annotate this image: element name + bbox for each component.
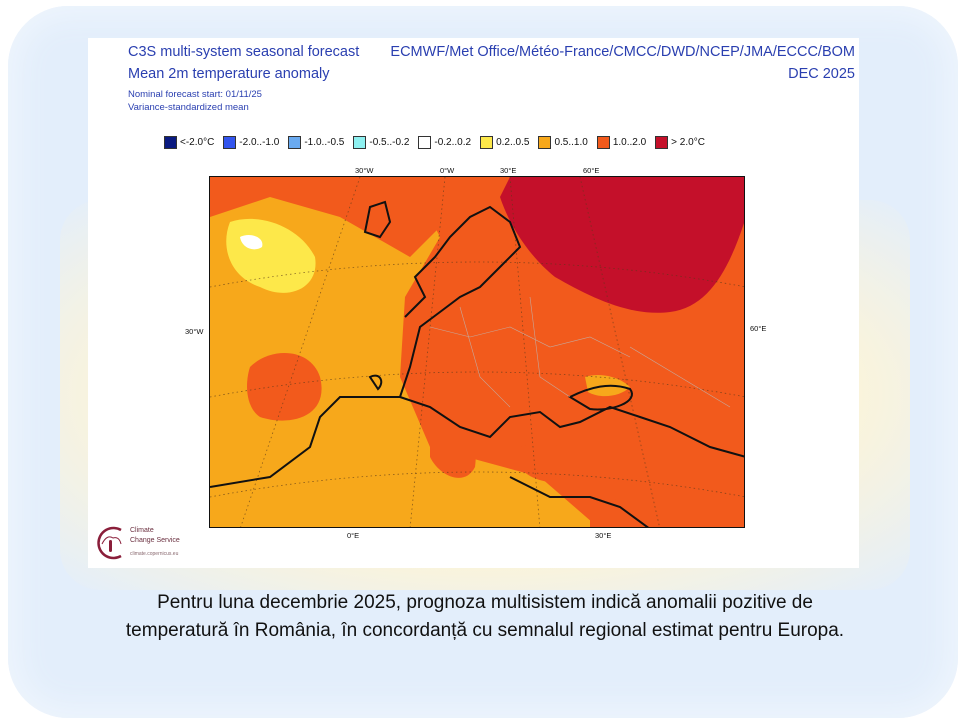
legend-label: -0.5..-0.2 xyxy=(369,137,410,148)
anomaly-neutral-region xyxy=(240,235,263,250)
logo-line2: Change Service xyxy=(130,537,180,544)
caption-line-2: temperatură în România, în concordanță c… xyxy=(125,620,845,641)
legend-label: <-2.0°C xyxy=(180,137,215,148)
method-note: Variance-standardized mean xyxy=(128,102,249,113)
legend-label: -0.2..0.2 xyxy=(434,137,472,148)
legend-swatch xyxy=(480,136,494,149)
chart-title: C3S multi-system seasonal forecast xyxy=(128,44,360,60)
lon-label: 60°E xyxy=(583,166,600,175)
anomaly-above-2-region xyxy=(500,177,744,313)
legend-label: 0.5..1.0 xyxy=(554,137,588,148)
lat-label-right: 60°E xyxy=(750,324,767,333)
logo-line1: Climate xyxy=(130,527,154,534)
copernicus-c3s-logo: Climate Change Service climate.copernicu… xyxy=(93,522,233,564)
lon-label: 30°W xyxy=(355,166,374,175)
legend-item: -2.0..-1.0 xyxy=(223,136,279,149)
lon-label: 0°W xyxy=(440,166,455,175)
logo-url: climate.copernicus.eu xyxy=(130,551,179,557)
anomaly-1-2-region xyxy=(247,353,322,421)
legend-item: -1.0..-0.5 xyxy=(288,136,344,149)
legend-swatch xyxy=(596,136,610,149)
legend-label: > 2.0°C xyxy=(671,137,705,148)
legend: <-2.0°C -2.0..-1.0 -1.0..-0.5 -0.5..-0.2 -0.… xyxy=(164,136,705,149)
caption-line-1: Pentru luna decembrie 2025, prognoza mul… xyxy=(157,592,813,613)
legend-swatch xyxy=(164,136,177,149)
legend-label: 1.0..2.0 xyxy=(612,137,647,148)
legend-item: 1.0..2.0 xyxy=(596,136,647,149)
legend-swatch xyxy=(223,136,237,149)
legend-label: 0.2..0.5 xyxy=(496,137,530,148)
legend-swatch xyxy=(655,136,669,149)
forecast-period: DEC 2025 xyxy=(788,66,855,82)
centres-list: ECMWF/Met Office/Météo-France/CMCC/DWD/N… xyxy=(390,44,855,60)
lon-label: 30°E xyxy=(595,531,612,540)
legend-label: -1.0..-0.5 xyxy=(304,137,345,148)
anomaly-1-2-region xyxy=(430,414,476,478)
legend-swatch xyxy=(418,136,432,149)
lon-label: 0°E xyxy=(347,531,360,540)
lon-label: 30°E xyxy=(500,166,517,175)
legend-item: -0.5..-0.2 xyxy=(353,136,409,149)
temperature-anomaly-map xyxy=(209,176,745,528)
anomaly-1-2-region xyxy=(520,443,576,483)
anomaly-1-2-region xyxy=(590,495,630,527)
legend-swatch xyxy=(288,136,302,149)
anomaly-1-2-region xyxy=(210,177,440,257)
legend-swatch xyxy=(353,136,367,149)
legend-item: 0.2..0.5 xyxy=(480,136,529,149)
chart-subtitle: Mean 2m temperature anomaly xyxy=(128,66,330,82)
caption: Pentru luna decembrie 2025, prognoza mul… xyxy=(40,589,930,645)
legend-item: -0.2..0.2 xyxy=(418,136,471,149)
legend-swatch xyxy=(538,136,552,149)
coastlines xyxy=(210,200,744,527)
lat-label-left: 30°W xyxy=(185,327,204,336)
legend-label: -2.0..-1.0 xyxy=(239,137,280,148)
legend-item: > 2.0°C xyxy=(655,136,705,149)
legend-item: <-2.0°C xyxy=(164,136,214,149)
forecast-start: Nominal forecast start: 01/11/25 xyxy=(128,89,262,100)
legend-item: 0.5..1.0 xyxy=(538,136,588,149)
borders xyxy=(429,296,731,408)
